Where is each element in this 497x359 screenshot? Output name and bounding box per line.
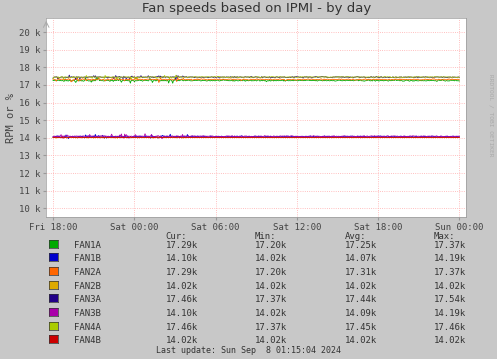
Text: 17.29k: 17.29k bbox=[166, 268, 198, 277]
Text: 14.07k: 14.07k bbox=[344, 254, 377, 264]
Text: 17.46k: 17.46k bbox=[434, 322, 466, 332]
Text: FAN2B: FAN2B bbox=[74, 281, 100, 291]
Text: RRDTOOL / TOBI OETIKER: RRDTOOL / TOBI OETIKER bbox=[489, 74, 494, 156]
Text: FAN1B: FAN1B bbox=[74, 254, 100, 264]
Text: 14.10k: 14.10k bbox=[166, 254, 198, 264]
Title: Fan speeds based on IPMI - by day: Fan speeds based on IPMI - by day bbox=[142, 3, 371, 15]
Text: 14.10k: 14.10k bbox=[166, 309, 198, 318]
Text: 14.02k: 14.02k bbox=[166, 336, 198, 345]
Text: 17.20k: 17.20k bbox=[255, 268, 287, 277]
Text: 17.44k: 17.44k bbox=[344, 295, 377, 304]
Text: 14.02k: 14.02k bbox=[255, 336, 287, 345]
Text: 14.02k: 14.02k bbox=[344, 336, 377, 345]
Text: 17.37k: 17.37k bbox=[255, 295, 287, 304]
Text: 17.54k: 17.54k bbox=[434, 295, 466, 304]
Text: Min:: Min: bbox=[255, 232, 276, 241]
Text: FAN4A: FAN4A bbox=[74, 322, 100, 332]
Text: FAN2A: FAN2A bbox=[74, 268, 100, 277]
Text: 17.20k: 17.20k bbox=[255, 241, 287, 250]
Text: 14.02k: 14.02k bbox=[344, 281, 377, 291]
Text: 14.19k: 14.19k bbox=[434, 254, 466, 264]
Text: Last update: Sun Sep  8 01:15:04 2024: Last update: Sun Sep 8 01:15:04 2024 bbox=[156, 346, 341, 355]
Text: Avg:: Avg: bbox=[344, 232, 366, 241]
Text: FAN4B: FAN4B bbox=[74, 336, 100, 345]
Text: 17.37k: 17.37k bbox=[255, 322, 287, 332]
Text: 14.02k: 14.02k bbox=[434, 281, 466, 291]
Text: 17.46k: 17.46k bbox=[166, 295, 198, 304]
Text: 14.02k: 14.02k bbox=[255, 309, 287, 318]
Text: 17.37k: 17.37k bbox=[434, 268, 466, 277]
Text: 14.02k: 14.02k bbox=[166, 281, 198, 291]
Text: 17.25k: 17.25k bbox=[344, 241, 377, 250]
Text: FAN3B: FAN3B bbox=[74, 309, 100, 318]
Text: 17.45k: 17.45k bbox=[344, 322, 377, 332]
Text: FAN3A: FAN3A bbox=[74, 295, 100, 304]
Text: 14.02k: 14.02k bbox=[434, 336, 466, 345]
Text: 17.46k: 17.46k bbox=[166, 322, 198, 332]
Text: FAN1A: FAN1A bbox=[74, 241, 100, 250]
Text: 17.37k: 17.37k bbox=[434, 241, 466, 250]
Text: Cur:: Cur: bbox=[166, 232, 187, 241]
Text: 14.19k: 14.19k bbox=[434, 309, 466, 318]
Y-axis label: RPM or %: RPM or % bbox=[6, 93, 16, 143]
Text: 14.02k: 14.02k bbox=[255, 254, 287, 264]
Text: 17.31k: 17.31k bbox=[344, 268, 377, 277]
Text: 14.02k: 14.02k bbox=[255, 281, 287, 291]
Text: 17.29k: 17.29k bbox=[166, 241, 198, 250]
Text: 14.09k: 14.09k bbox=[344, 309, 377, 318]
Text: Max:: Max: bbox=[434, 232, 455, 241]
